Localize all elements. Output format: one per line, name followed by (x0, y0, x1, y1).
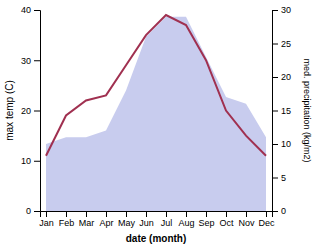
tick: Aug (178, 211, 194, 228)
tick-mark (272, 77, 278, 78)
tick: 30 (21, 56, 40, 66)
tick-mark (34, 60, 40, 61)
tick-mark (226, 211, 227, 217)
tick: 0 (26, 206, 40, 216)
tick-label: Feb (59, 218, 75, 228)
tick-mark (266, 211, 267, 217)
tick: 40 (21, 5, 40, 15)
axis-line (34, 11, 41, 212)
tick-mark (34, 111, 40, 112)
tick-label: 30 (281, 5, 291, 15)
tick-label: Sep (198, 218, 214, 228)
x-axis: Jan Feb Mar Apr MayJun Jul Aug Sep Oct NovDec (39, 211, 275, 228)
tick-mark (246, 211, 247, 217)
tick-label: Oct (219, 218, 234, 228)
plot-area: Jan Feb Mar Apr MayJun Jul Aug Sep Oct NovDec 0 10 2… (21, 5, 291, 228)
tick: 0 (272, 206, 286, 216)
tick: 5 (272, 173, 286, 183)
tick-label: Nov (238, 218, 255, 228)
y2-axis: 0 5 10 15 20 25 30 (272, 5, 291, 216)
tick-mark (272, 111, 278, 112)
tick-label: 40 (21, 5, 31, 15)
tick: 20 (21, 106, 40, 116)
y2-axis-title: med. precipitation (kg/m2) (302, 58, 312, 162)
tick: 10 (272, 139, 291, 149)
tick: 25 (272, 39, 291, 49)
tick-mark (34, 10, 40, 11)
tick: Nov (238, 211, 255, 228)
tick-mark (46, 211, 47, 217)
tick-mark (272, 10, 278, 11)
tick-mark (146, 211, 147, 217)
tick-mark (272, 144, 278, 145)
tick-label: 10 (281, 139, 291, 149)
tick-label: 20 (281, 72, 291, 82)
tick-mark (34, 211, 40, 212)
tick: Dec (258, 211, 275, 228)
chart: Jan Feb Mar Apr MayJun Jul Aug Sep Oct NovDec 0 10 2… (0, 0, 318, 247)
tick: Sep (198, 211, 214, 228)
tick-mark (66, 211, 67, 217)
tick: Apr (99, 211, 113, 228)
tick-label: 10 (21, 156, 31, 166)
axis-line (273, 11, 279, 212)
tick-label: Apr (99, 218, 113, 228)
tick: Mar (79, 211, 95, 228)
tick: May (118, 211, 136, 228)
tick-mark (272, 44, 278, 45)
tick-mark (166, 211, 167, 217)
tick-label: 20 (21, 106, 31, 116)
tick-label: 15 (281, 106, 291, 116)
tick-mark (34, 161, 40, 162)
y-axis-title: max temp (C) (4, 80, 15, 141)
tick: 15 (272, 106, 291, 116)
tick-mark (106, 211, 107, 217)
tick-label: Mar (79, 218, 95, 228)
tick-label: Jun (139, 218, 154, 228)
tick-mark (206, 211, 207, 217)
x-axis-title: date (month) (126, 233, 187, 244)
tick: Jun (139, 211, 154, 228)
tick-label: 0 (26, 206, 31, 216)
tick: 30 (272, 5, 291, 15)
area (46, 17, 266, 211)
tick: Jan (39, 211, 54, 228)
tick-mark (86, 211, 87, 217)
tick-label: Jan (39, 218, 54, 228)
tick-label: Jul (161, 218, 173, 228)
line (46, 15, 266, 156)
y-axis: 0 10 20 30 40 (21, 5, 41, 216)
tick-label: 30 (21, 56, 31, 66)
tick-label: 5 (281, 173, 286, 183)
tick: Oct (219, 211, 234, 228)
tick: Jul (161, 211, 173, 228)
tick-label: 0 (281, 206, 286, 216)
tick-label: Dec (258, 218, 275, 228)
tick-mark (186, 211, 187, 217)
tick-mark (272, 211, 278, 212)
tick-label: May (118, 218, 136, 228)
axis-line (41, 212, 273, 218)
tick: Feb (59, 211, 75, 228)
tick-mark (272, 178, 278, 179)
tick-label: 25 (281, 39, 291, 49)
tick-mark (126, 211, 127, 217)
marks (46, 15, 266, 211)
tick: 20 (272, 72, 291, 82)
tick-label: Aug (178, 218, 194, 228)
tick: 10 (21, 156, 40, 166)
